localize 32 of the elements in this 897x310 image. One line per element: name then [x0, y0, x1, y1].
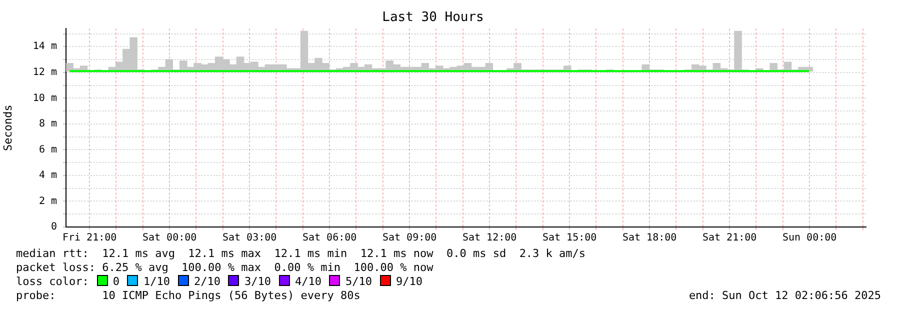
y-tick-label: 6 m: [38, 144, 57, 156]
legend-title: loss color:: [16, 275, 89, 288]
x-tick-label: Sat 18:00: [622, 232, 677, 244]
legend-label: 4/10: [294, 275, 322, 288]
text: median rtt: 12.1 ms avg 12.1 ms max 12.1 ms min 12.1 ms now 0.0 ms sd 2.3 k am/s: [16, 247, 586, 261]
legend-label: 9/10: [396, 275, 422, 288]
x-tick-label: Sat 12:00: [462, 232, 517, 244]
y-tick-label: 0: [50, 222, 57, 233]
y-axis-title: Seconds: [1, 104, 14, 151]
x-tick-label: Sat 06:00: [302, 232, 357, 244]
legend-label: 1/10: [143, 275, 170, 288]
x-tick-label: Sat 09:00: [382, 232, 437, 244]
x-tick-label: Fri 21:00: [62, 232, 117, 244]
chart-title: Last 30 Hours: [382, 10, 484, 26]
y-tick-label: 14 m: [32, 41, 57, 52]
y-tick-label: 12 m: [32, 66, 57, 78]
legend-label: 0: [112, 275, 120, 288]
y-tick-label: 2 m: [38, 196, 57, 207]
text: end: Sun Oct 12 02:06:56 2025: [688, 289, 881, 303]
x-tick-label: Sat 21:00: [702, 232, 757, 244]
y-tick-label: 10 m: [32, 92, 57, 104]
y-tick-label: 8 m: [38, 118, 57, 130]
x-tick-label: Sat 03:00: [222, 232, 277, 244]
text: packet loss: 6.25 % avg 100.00 % max 0.00 % min 100.00 % now: [16, 261, 434, 275]
x-tick-label: Sat 00:00: [142, 232, 197, 244]
legend-label: 3/10: [244, 275, 271, 288]
text: probe: 10 ICMP Echo Pings (56 Bytes) every 80s: [16, 289, 360, 303]
legend-label: 2/10: [194, 275, 220, 288]
x-tick-label: Sun 00:00: [782, 232, 837, 244]
y-tick-label: 4 m: [38, 170, 57, 182]
x-tick-label: Sat 15:00: [542, 232, 597, 244]
legend-label: 5/10: [345, 275, 372, 288]
